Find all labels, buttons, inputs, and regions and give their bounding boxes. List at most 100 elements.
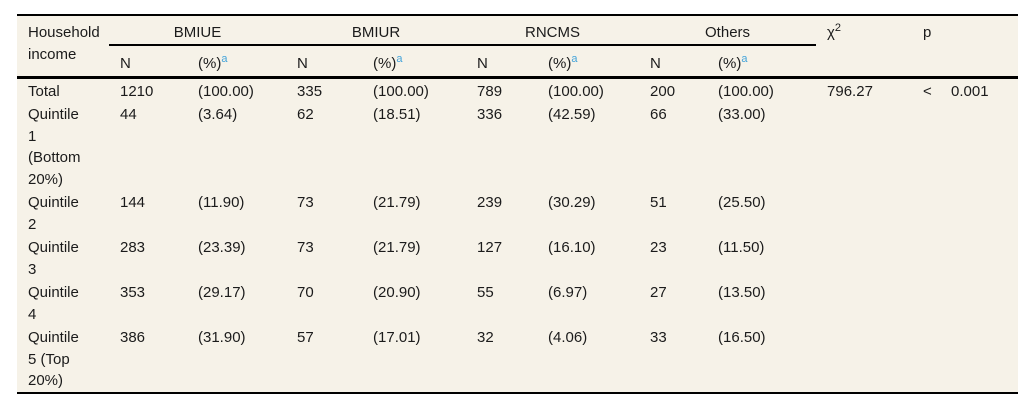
table-header: Household income BMIUE BMIUR RNCMS Other… <box>17 15 1019 79</box>
income-insurance-table: Household income BMIUE BMIUR RNCMS Other… <box>17 14 1019 394</box>
cell-p-sign <box>912 325 940 393</box>
cell-bmiue-pct: (29.17) <box>198 284 246 301</box>
chi-exponent: 2 <box>834 22 842 34</box>
cell-bmiue-pct: (100.00) <box>198 82 254 100</box>
cell-bmiur-n: 73 <box>297 239 314 256</box>
cell-rncms-n: 336 <box>477 106 503 123</box>
group-header-bmiur: BMIUR <box>286 15 467 46</box>
subheader-bmiue-n: N <box>109 45 187 79</box>
footnote-a-superscript: a <box>741 53 748 65</box>
subheader-others-n: N <box>639 45 708 79</box>
cell-bmiur-pct: (20.90) <box>373 284 421 301</box>
cell-others-n: 27 <box>650 284 667 301</box>
footnote-a-superscript: a <box>396 53 403 65</box>
cell-rncms-n: 239 <box>477 194 503 211</box>
cell-rncms-pct: (16.10) <box>548 239 596 256</box>
table-row: Quintile 3 283 (23.39) 73 (21.79) 127 (1… <box>17 235 1018 280</box>
cell-bmiur-n: 70 <box>297 284 314 301</box>
subheader-bmiur-n: N <box>286 45 363 79</box>
cell-p-value <box>940 280 1018 325</box>
cell-bmiur-n: 73 <box>297 194 314 211</box>
cell-bmiue-pct: (3.64) <box>198 106 238 123</box>
cell-p-value <box>940 102 1018 190</box>
cell-bmiue-pct: (23.39) <box>198 239 246 256</box>
cell-chi-square <box>816 102 912 190</box>
group-header-row: Household income BMIUE BMIUR RNCMS Other… <box>17 15 1019 79</box>
cell-rncms-pct: (100.00) <box>548 82 604 100</box>
cell-bmiur-pct: (21.79) <box>373 194 421 211</box>
cell-bmiur-pct: (17.01) <box>373 329 421 346</box>
table-row: Quintile 5 (Top 20%) 386 (31.90) 57 (17.… <box>17 325 1018 393</box>
cell-others-n: 66 <box>650 106 667 123</box>
cell-bmiur-pct: (100.00) <box>373 82 429 100</box>
table-row: Quintile 2 144 (11.90) 73 (21.79) 239 (3… <box>17 190 1018 235</box>
cell-bmiur-n: 62 <box>297 106 314 123</box>
cell-rncms-pct: (4.06) <box>548 329 588 346</box>
cell-bmiur-pct: (21.79) <box>373 239 421 256</box>
row-label: Quintile 4 <box>28 284 79 323</box>
table-row: Total 1210 (100.00) 335 (100.00) 789 (10… <box>17 77 1018 102</box>
subheader-bmiue-pct: (%)a <box>187 45 287 79</box>
row-label: Quintile 1 (Bottom 20%) <box>28 106 81 188</box>
row-label: Total <box>28 82 60 100</box>
income-insurance-table-container: Household income BMIUE BMIUR RNCMS Other… <box>17 14 1019 394</box>
col-header-p: p <box>912 15 1019 79</box>
cell-p-value: 0.001 <box>951 82 989 100</box>
group-header-rncms: RNCMS <box>466 15 640 46</box>
pct-label: (%) <box>718 55 742 72</box>
cell-p-sign <box>912 280 940 325</box>
cell-bmiur-pct: (18.51) <box>373 106 421 123</box>
cell-chi-square <box>816 190 912 235</box>
cell-p-sign: < <box>923 82 932 100</box>
cell-rncms-pct: (6.97) <box>548 284 588 301</box>
cell-others-n: 33 <box>650 329 667 346</box>
col-header-chi-square: χ2 <box>816 15 913 79</box>
row-label: Quintile 3 <box>28 239 79 278</box>
cell-rncms-pct: (30.29) <box>548 194 596 211</box>
table-row: Quintile 4 353 (29.17) 70 (20.90) 55 (6.… <box>17 280 1018 325</box>
pct-label: (%) <box>373 55 397 72</box>
subheader-others-pct: (%)a <box>707 45 817 79</box>
cell-bmiue-pct: (11.90) <box>198 194 245 211</box>
cell-rncms-pct: (42.59) <box>548 106 596 123</box>
group-header-bmiue: BMIUE <box>109 15 287 46</box>
cell-bmiue-n: 386 <box>120 329 146 346</box>
pct-label: (%) <box>198 55 222 72</box>
sub-header-row: N (%)a N (%)a N (%)a N (%)a <box>17 45 1018 79</box>
row-label: Quintile 5 (Top 20%) <box>28 329 79 389</box>
cell-bmiue-n: 44 <box>120 106 137 123</box>
footnote-a-superscript: a <box>221 53 228 65</box>
cell-rncms-n: 789 <box>477 82 503 100</box>
cell-bmiue-pct: (31.90) <box>198 329 246 346</box>
row-label: Quintile 2 <box>28 194 79 233</box>
cell-rncms-n: 32 <box>477 329 494 346</box>
cell-bmiur-n: 335 <box>297 82 323 100</box>
cell-bmiur-n: 57 <box>297 329 314 346</box>
pct-label: (%) <box>548 55 572 72</box>
cell-others-n: 23 <box>650 239 667 256</box>
cell-others-pct: (13.50) <box>718 284 766 301</box>
cell-p-value <box>940 190 1018 235</box>
cell-chi-square <box>816 280 912 325</box>
footnote-a-superscript: a <box>571 53 578 65</box>
cell-bmiue-n: 283 <box>120 239 146 256</box>
table-body: Total 1210 (100.00) 335 (100.00) 789 (10… <box>17 77 1018 393</box>
cell-others-pct: (100.00) <box>718 82 774 100</box>
subheader-rncms-pct: (%)a <box>537 45 640 79</box>
cell-bmiue-n: 144 <box>120 194 146 211</box>
chi-symbol: χ <box>827 24 835 41</box>
subheader-bmiur-pct: (%)a <box>362 45 467 79</box>
cell-others-n: 200 <box>650 82 676 100</box>
cell-rncms-n: 127 <box>477 239 503 256</box>
cell-others-pct: (33.00) <box>718 106 766 123</box>
cell-chi-square: 796.27 <box>827 82 873 100</box>
cell-p-sign <box>912 102 940 190</box>
cell-p-sign <box>912 190 940 235</box>
subheader-rncms-n: N <box>466 45 538 79</box>
cell-bmiue-n: 1210 <box>120 82 154 100</box>
cell-others-pct: (11.50) <box>718 239 765 256</box>
cell-others-pct: (25.50) <box>718 194 766 211</box>
group-header-others: Others <box>639 15 817 46</box>
table-row: Quintile 1 (Bottom 20%) 44 (3.64) 62 (18… <box>17 102 1018 190</box>
cell-p-sign <box>912 235 940 280</box>
